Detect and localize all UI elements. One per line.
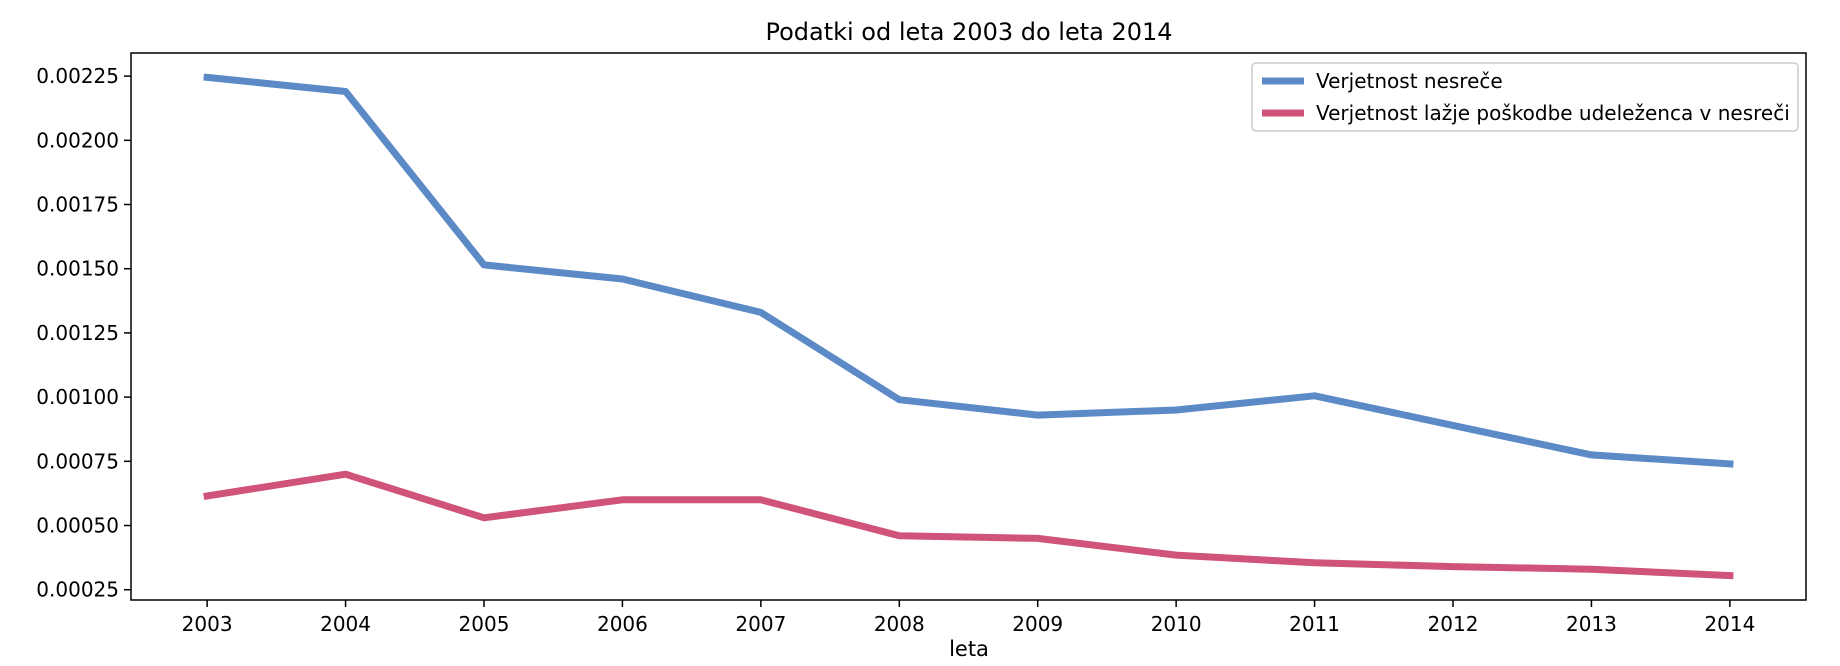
x-tick-label: 2011 [1289, 612, 1340, 636]
axes-frame [130, 52, 1807, 601]
series-line-2 [203, 470, 1734, 580]
y-tick-label: 0.00125 [36, 321, 119, 345]
x-tick-label: 2012 [1428, 612, 1479, 636]
x-tick-label: 2014 [1704, 612, 1755, 636]
y-tick-label: 0.00025 [36, 578, 119, 602]
legend-box [1251, 62, 1799, 132]
x-tick-label: 2006 [597, 612, 648, 636]
x-axis-title: leta [949, 637, 989, 661]
y-tick-label: 0.00225 [36, 64, 119, 88]
x-tick-label: 2005 [459, 612, 510, 636]
y-tick-label: 0.00100 [36, 385, 119, 409]
x-tick-label: 2013 [1566, 612, 1617, 636]
y-tick-label: 0.00175 [36, 193, 119, 217]
y-tick-label: 0.00200 [36, 128, 119, 152]
x-tick-label: 2008 [874, 612, 925, 636]
legend-label: Verjetnost lažje poškodbe udeleženca v n… [1316, 101, 1790, 125]
legend: Verjetnost nesreče Verjetnost lažje poško… [1251, 62, 1799, 132]
x-tick-label: 2009 [1012, 612, 1063, 636]
x-axis: 2003 2004 2005 2006 2007 2008 2009 2010 2011 2012… [182, 600, 1755, 636]
series-line-1 [203, 73, 1734, 468]
legend-label: Verjetnost nesreče [1316, 69, 1503, 93]
y-tick-label: 0.00150 [36, 257, 119, 281]
x-tick-label: 2003 [182, 612, 233, 636]
plot-area [203, 73, 1734, 580]
x-tick-label: 2007 [735, 612, 786, 636]
y-tick-label: 0.00050 [36, 514, 119, 538]
x-tick-label: 2010 [1151, 612, 1202, 636]
y-tick-label: 0.00075 [36, 449, 119, 473]
y-axis: 0.00025 0.00050 0.00075 0.00100 0.00125 0.001… [36, 64, 131, 602]
chart-title: Podatki od leta 2003 do leta 2014 [765, 18, 1172, 46]
x-tick-label: 2004 [320, 612, 371, 636]
